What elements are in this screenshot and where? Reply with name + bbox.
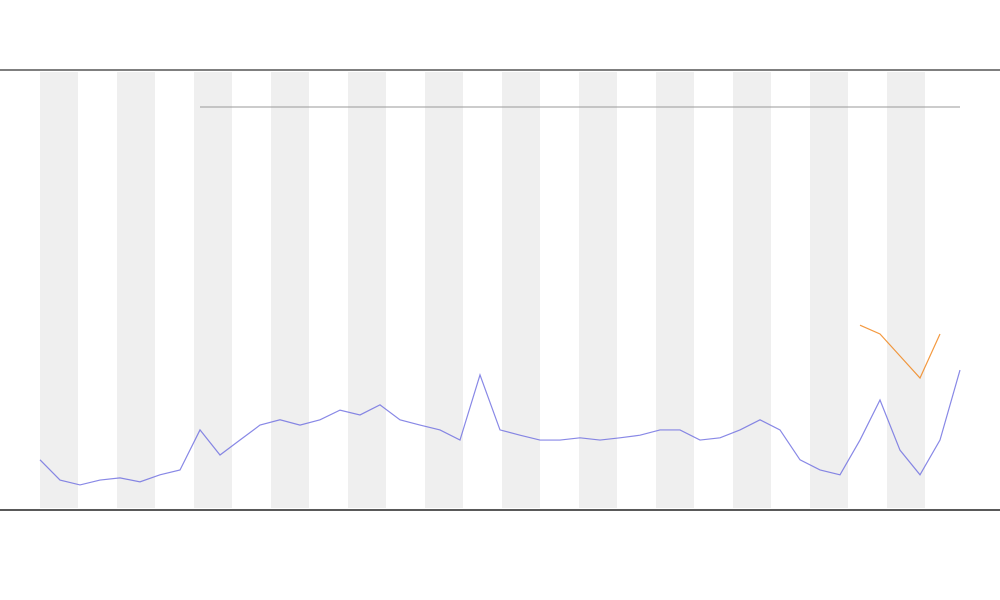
band xyxy=(348,72,386,508)
band xyxy=(656,72,694,508)
band xyxy=(40,72,78,508)
band xyxy=(194,72,232,508)
data-line xyxy=(39,369,961,486)
background-bands xyxy=(40,72,925,508)
band xyxy=(887,72,925,508)
band xyxy=(271,72,309,508)
band xyxy=(579,72,617,508)
band xyxy=(810,72,848,508)
band xyxy=(502,72,540,508)
data-line xyxy=(859,324,941,380)
band xyxy=(733,72,771,508)
band xyxy=(425,72,463,508)
band xyxy=(117,72,155,508)
